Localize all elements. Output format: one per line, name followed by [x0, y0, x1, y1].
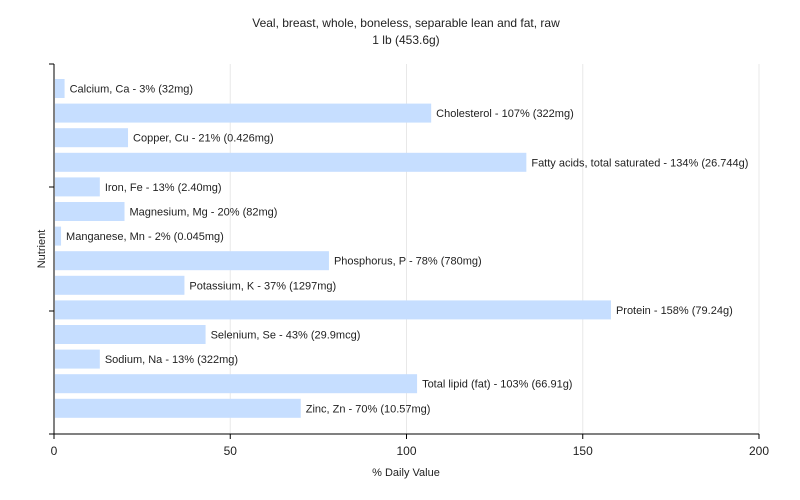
- bar-0: [55, 79, 65, 98]
- data-label-13: Zinc, Zn - 70% (10.57mg): [306, 403, 431, 415]
- x-tick-label: 50: [224, 444, 238, 458]
- chart-subtitle: 1 lb (453.6g): [372, 33, 439, 47]
- data-label-9: Protein - 158% (79.24g): [616, 305, 733, 317]
- x-tick-label: 0: [51, 444, 58, 458]
- data-label-11: Sodium, Na - 13% (322mg): [105, 354, 238, 366]
- data-label-4: Iron, Fe - 13% (2.40mg): [105, 182, 222, 194]
- x-tick-label: 150: [573, 444, 593, 458]
- data-label-5: Magnesium, Mg - 20% (82mg): [130, 207, 278, 219]
- bar-3: [55, 152, 527, 172]
- bars: [55, 79, 611, 418]
- bar-7: [55, 251, 329, 271]
- data-label-8: Potassium, K - 37% (1297mg): [189, 280, 336, 292]
- y-axis-label: Nutrient: [36, 230, 48, 269]
- bar-1: [55, 103, 432, 123]
- x-tick-label: 100: [396, 444, 416, 458]
- data-label-1: Cholesterol - 107% (322mg): [436, 108, 574, 120]
- bar-9: [55, 300, 611, 320]
- data-labels: Calcium, Ca - 3% (32mg) Cholesterol - 107…: [66, 84, 748, 416]
- data-label-2: Copper, Cu - 21% (0.426mg): [133, 133, 274, 145]
- bar-4: [55, 177, 100, 197]
- bar-2: [55, 128, 129, 148]
- bar-11: [55, 349, 100, 369]
- x-tick-label: 200: [749, 444, 769, 458]
- bar-6: [55, 226, 62, 246]
- data-label-0: Calcium, Ca - 3% (32mg): [70, 84, 193, 96]
- bar-5: [55, 202, 125, 221]
- data-label-3: Fatty acids, total saturated - 134% (26.…: [531, 157, 748, 169]
- data-label-7: Phosphorus, P - 78% (780mg): [334, 256, 482, 268]
- axes: 0 50 100 150 200: [49, 63, 769, 458]
- data-label-10: Selenium, Se - 43% (29.9mcg): [211, 330, 361, 342]
- chart-title: Veal, breast, whole, boneless, separable…: [252, 16, 560, 30]
- gridlines: [229, 64, 760, 434]
- data-label-12: Total lipid (fat) - 103% (66.91g): [422, 379, 572, 391]
- bar-10: [55, 325, 206, 344]
- data-label-6: Manganese, Mn - 2% (0.045mg): [66, 231, 224, 243]
- bar-8: [55, 275, 185, 295]
- bar-12: [55, 374, 418, 394]
- bar-13: [55, 398, 301, 418]
- x-axis-label: % Daily Value: [372, 467, 440, 479]
